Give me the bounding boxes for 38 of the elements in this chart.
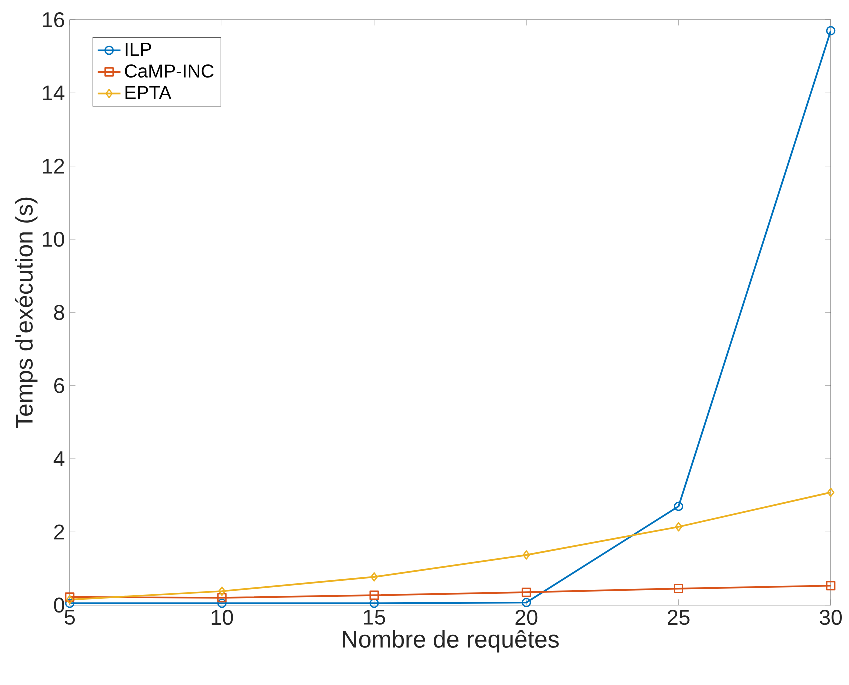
point xyxy=(826,581,836,591)
point xyxy=(522,550,530,560)
y-tick-label: 10 xyxy=(43,232,64,248)
point xyxy=(65,598,75,608)
point xyxy=(674,584,684,594)
point xyxy=(65,592,75,602)
x-tick-label: 5 xyxy=(64,610,76,625)
legend-label: CaMP-INC xyxy=(125,64,214,78)
point xyxy=(827,488,835,498)
y-tick-label: 8 xyxy=(54,305,64,320)
x-axis-title: Nombre de requêtes xyxy=(343,630,559,653)
x-tick-label: 20 xyxy=(516,610,538,626)
point xyxy=(218,586,226,596)
x-tick-label: 25 xyxy=(668,610,690,626)
point xyxy=(675,522,682,532)
point xyxy=(674,502,684,512)
y-axis-title: Temps d'exécution (s) xyxy=(15,198,38,428)
point xyxy=(218,598,227,608)
x-tick-label: 30 xyxy=(820,610,842,626)
point xyxy=(522,598,532,608)
y-tick-label: 2 xyxy=(54,524,64,540)
y-tick-label: 16 xyxy=(43,12,64,28)
point xyxy=(370,590,380,600)
y-tick-label: 14 xyxy=(43,86,65,100)
x-tick-label: 15 xyxy=(364,610,386,625)
point xyxy=(826,26,836,36)
legend-label: EPTA xyxy=(126,86,172,100)
point xyxy=(218,593,227,603)
y-tick-label: 6 xyxy=(54,378,64,394)
point xyxy=(370,598,380,608)
point xyxy=(370,572,378,582)
x-tick-label: 10 xyxy=(212,610,234,626)
point xyxy=(66,595,74,605)
y-tick-label: 0 xyxy=(54,598,64,613)
y-tick-label: 4 xyxy=(54,452,65,466)
y-tick-label: 12 xyxy=(43,158,64,174)
point xyxy=(522,588,532,598)
legend-label: ILP xyxy=(126,43,152,56)
